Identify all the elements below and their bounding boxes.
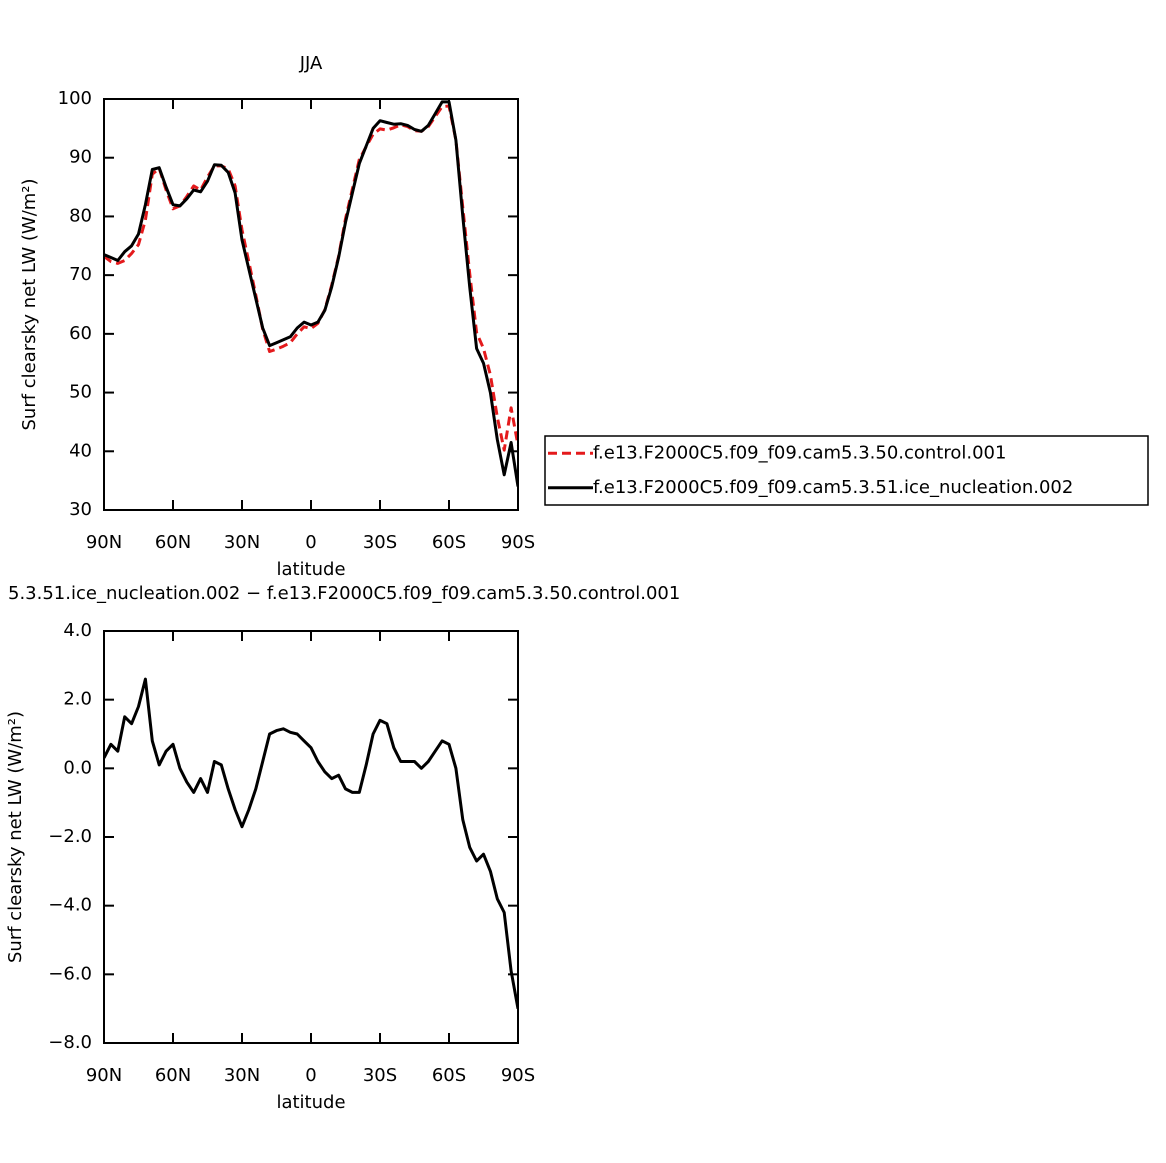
x-tick-label: 30N: [224, 532, 260, 553]
x-tick-label: 90S: [501, 532, 535, 553]
plot-frame: [103, 98, 519, 511]
line: [104, 100, 518, 487]
x-tick-label: 60S: [432, 1065, 466, 1086]
y-tick-label: 60: [69, 323, 92, 344]
x-tick-label: 90N: [86, 1065, 122, 1086]
x-tick-label: 60S: [432, 532, 466, 553]
y-tick-label: −2.0: [48, 826, 92, 847]
y-tick-label: 80: [69, 205, 92, 226]
y-tick-label: 0.0: [63, 757, 92, 778]
y-tick-label: −6.0: [48, 963, 92, 984]
y-tick-label: 4.0: [63, 620, 92, 641]
x-tick-label: 30S: [363, 1065, 397, 1086]
x-tick-label: 90S: [501, 1065, 535, 1086]
x-axis-label: latitude: [276, 559, 345, 580]
y-tick-label: 50: [69, 382, 92, 403]
y-tick-label: 90: [69, 147, 92, 168]
chart-title: JJA: [299, 53, 323, 74]
legend-box: [544, 435, 1149, 506]
y-tick-label: −4.0: [48, 895, 92, 916]
y-axis-label: Surf clearsky net LW (W/m²): [5, 711, 26, 963]
line: [104, 677, 518, 1009]
x-tick-label: 0: [305, 532, 316, 553]
x-tick-label: 0: [305, 1065, 316, 1086]
x-tick-label: 60N: [155, 1065, 191, 1086]
x-axis-label: latitude: [276, 1092, 345, 1113]
x-tick-label: 90N: [86, 532, 122, 553]
y-tick-label: 70: [69, 264, 92, 285]
y-tick-label: 2.0: [63, 689, 92, 710]
chart-title: 5.3.51.ice_nucleation.002 − f.e13.F2000C…: [8, 583, 680, 604]
legend-label: f.e13.F2000C5.f09_f09.cam5.3.50.control.…: [593, 442, 1006, 463]
y-tick-label: 100: [58, 88, 92, 109]
x-tick-label: 30N: [224, 1065, 260, 1086]
x-tick-label: 60N: [155, 532, 191, 553]
y-tick-label: 40: [69, 440, 92, 461]
line: [104, 104, 518, 452]
y-tick-label: −8.0: [48, 1032, 92, 1053]
y-axis-label: Surf clearsky net LW (W/m²): [19, 178, 40, 430]
y-tick-label: 30: [69, 499, 92, 520]
legend-label: f.e13.F2000C5.f09_f09.cam5.3.51.ice_nucl…: [593, 477, 1073, 498]
plot-frame: [103, 630, 519, 1044]
x-tick-label: 30S: [363, 532, 397, 553]
